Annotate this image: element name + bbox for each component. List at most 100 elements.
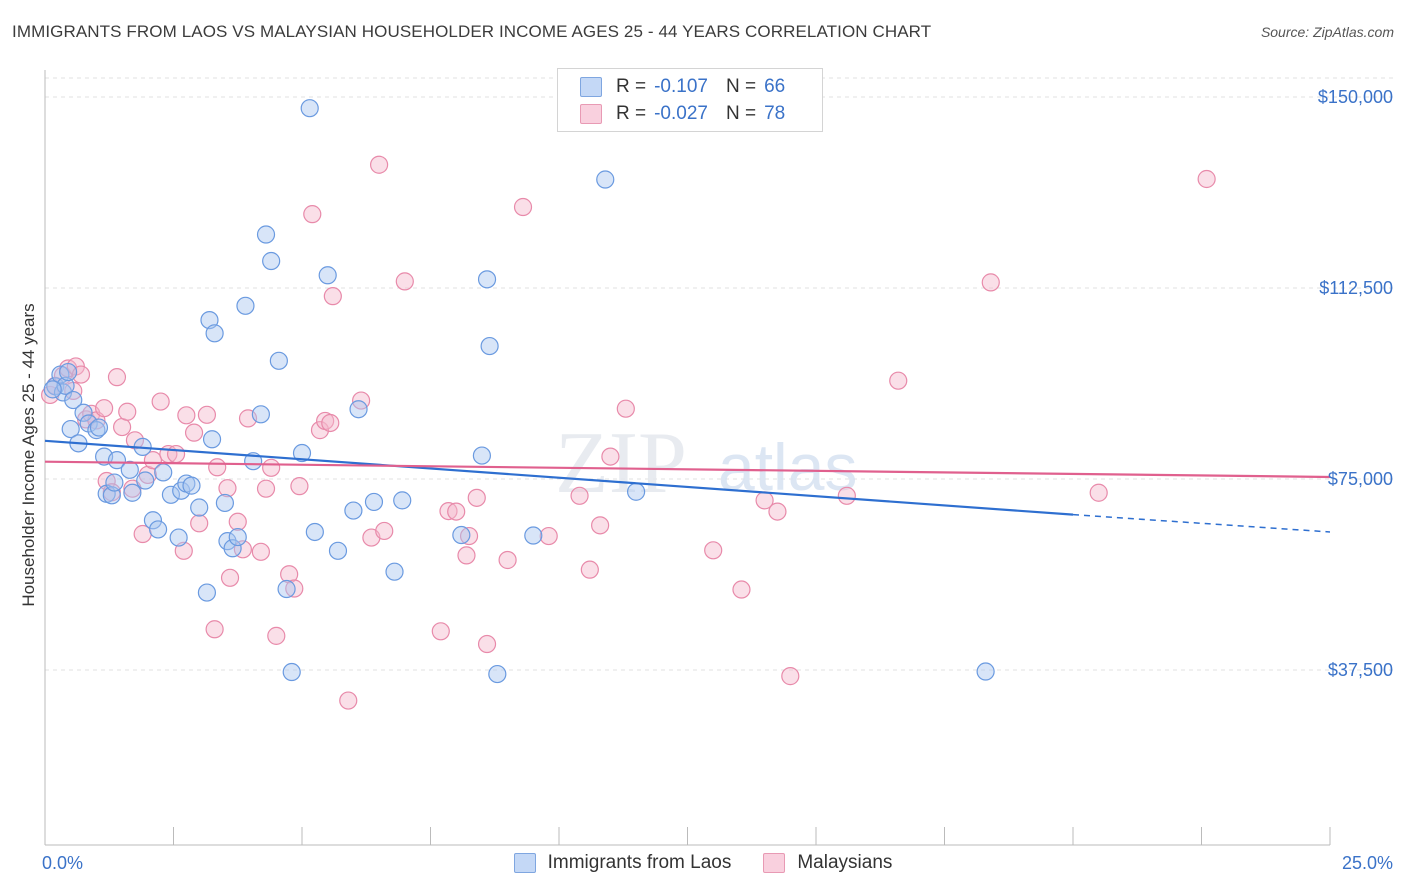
correlation-stats-box: R = -0.107 N = 66 R = -0.027 N = 78 bbox=[557, 68, 823, 132]
y-tick-label: $37,500 bbox=[1328, 660, 1393, 680]
legend-label-malaysians: Malaysians bbox=[797, 852, 893, 873]
malaysians-point bbox=[97, 471, 116, 491]
malaysians-point bbox=[251, 542, 270, 561]
laos-point bbox=[452, 525, 471, 545]
laos-point bbox=[228, 527, 247, 547]
laos-point bbox=[364, 492, 384, 512]
malaysians-point bbox=[370, 155, 389, 174]
legend-swatch-malaysians bbox=[763, 853, 786, 873]
stats-row-malaysians: R = -0.027 N = 78 bbox=[580, 101, 785, 127]
stats-r-label: R = bbox=[616, 103, 647, 124]
laos-point bbox=[123, 483, 142, 502]
source-credit: Source: ZipAtlas.com bbox=[1260, 24, 1394, 40]
malaysians-point bbox=[732, 580, 751, 599]
malaysians-point bbox=[1089, 483, 1108, 502]
malaysians-point bbox=[781, 667, 800, 686]
stats-n-value: 78 bbox=[764, 103, 786, 124]
laos-point bbox=[393, 491, 412, 510]
laos-point bbox=[292, 443, 312, 463]
laos-point bbox=[215, 493, 234, 513]
malaysians-point bbox=[208, 458, 227, 477]
laos-point bbox=[282, 662, 301, 682]
malaysians-point bbox=[837, 486, 856, 505]
laos-point bbox=[596, 170, 615, 189]
x-tick-label: 0.0% bbox=[42, 853, 83, 873]
laos-point bbox=[277, 579, 296, 599]
laos-point bbox=[472, 446, 491, 465]
chart-legend: Immigrants from Laos Malaysians bbox=[0, 852, 1406, 874]
malaysians-point bbox=[220, 568, 240, 587]
laos-trend-line bbox=[44, 439, 1074, 516]
tick-labels: $37,500 $75,000 $112,500 $150,000 0.0% 25.0% bbox=[42, 87, 1393, 873]
y-axis-title: Householder Income Ages 25 - 44 years bbox=[19, 303, 38, 606]
malaysians-point bbox=[323, 287, 342, 306]
malaysians-point bbox=[190, 514, 209, 533]
malaysians-point bbox=[267, 626, 286, 645]
laos-point bbox=[205, 324, 224, 343]
laos-point bbox=[256, 225, 276, 244]
malaysians-point bbox=[375, 521, 394, 541]
malaysians-point bbox=[112, 417, 132, 437]
malaysians-point bbox=[310, 421, 330, 440]
laos-point bbox=[89, 418, 109, 437]
malaysians-point bbox=[280, 565, 299, 584]
laos-point bbox=[43, 380, 62, 399]
laos-point bbox=[61, 419, 80, 439]
laos-point bbox=[349, 400, 368, 419]
malaysians-point bbox=[339, 691, 358, 710]
legend-item-laos[interactable]: Immigrants from Laos bbox=[513, 852, 732, 874]
malaysians-point bbox=[580, 560, 599, 579]
malaysians-point bbox=[107, 368, 127, 387]
laos-point bbox=[202, 430, 222, 449]
malaysians-point bbox=[256, 479, 276, 498]
stats-swatch-laos bbox=[580, 77, 602, 97]
laos-point bbox=[318, 266, 337, 285]
laos-point bbox=[626, 482, 646, 501]
malaysians-point bbox=[477, 634, 497, 654]
laos-point bbox=[120, 460, 139, 479]
watermark-zip: ZIP bbox=[555, 415, 687, 512]
series-immigrants-from-laos bbox=[43, 99, 995, 684]
laos-point bbox=[105, 473, 124, 492]
stats-n-label: N = bbox=[725, 103, 757, 124]
laos-point bbox=[197, 583, 217, 602]
trend-lines bbox=[44, 439, 1331, 533]
y-tick-label: $75,000 bbox=[1328, 469, 1393, 489]
malaysians-point bbox=[981, 273, 1000, 292]
malaysians-point bbox=[459, 526, 479, 546]
laos-point bbox=[524, 526, 543, 545]
watermark-atlas: atlas bbox=[718, 430, 857, 504]
y-tick-label: $150,000 bbox=[1318, 87, 1393, 107]
laos-point bbox=[190, 498, 209, 517]
laos-point bbox=[74, 403, 93, 422]
stats-n-label: N = bbox=[725, 76, 757, 97]
laos-point bbox=[251, 405, 270, 424]
malaysians-point bbox=[447, 502, 466, 521]
x-tick-label: 25.0% bbox=[1342, 853, 1393, 873]
legend-swatch-laos bbox=[513, 853, 536, 873]
laos-point bbox=[305, 522, 324, 542]
laos-point bbox=[154, 463, 173, 482]
laos-point bbox=[344, 501, 363, 520]
malaysians-point bbox=[768, 502, 787, 521]
stats-r-value: -0.107 bbox=[654, 76, 708, 97]
malaysians-point bbox=[303, 205, 322, 224]
malaysians-point bbox=[184, 423, 204, 442]
stats-row-laos: R = -0.107 N = 66 bbox=[580, 74, 785, 100]
malaysians-point bbox=[290, 477, 309, 496]
malaysians-point bbox=[457, 546, 476, 565]
malaysians-point bbox=[570, 486, 589, 505]
laos-point bbox=[385, 562, 404, 581]
malaysians-point bbox=[513, 197, 533, 217]
laos-point bbox=[87, 421, 106, 440]
laos-point bbox=[182, 476, 201, 495]
legend-item-malaysians[interactable]: Malaysians bbox=[763, 852, 892, 874]
malaysians-point bbox=[95, 399, 114, 418]
laos-point bbox=[976, 662, 995, 681]
legend-label-laos: Immigrants from Laos bbox=[547, 852, 732, 873]
zipatlas-watermark: ZIP atlas bbox=[555, 415, 857, 512]
malaysians-point bbox=[151, 392, 170, 411]
malaysians-point bbox=[467, 488, 486, 507]
laos-point bbox=[107, 451, 127, 470]
